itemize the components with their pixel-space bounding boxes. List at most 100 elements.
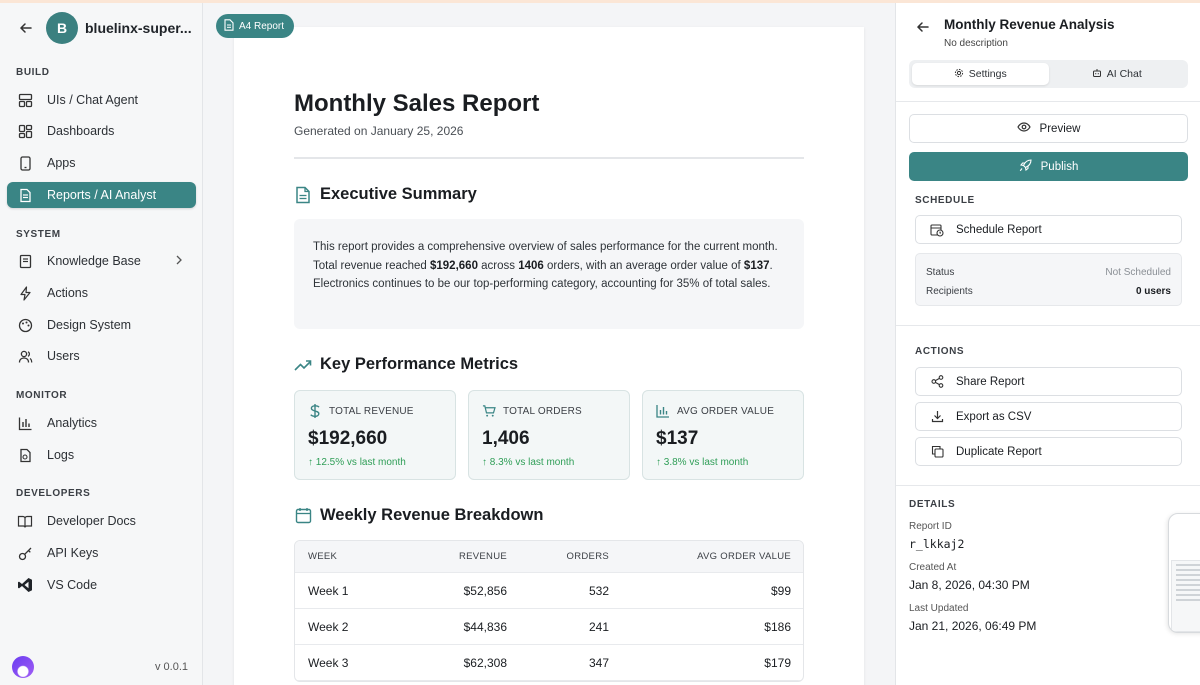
a4-report-badge[interactable]: A4 Report [216,14,295,38]
sidebar-header: B bluelinx-super... [0,3,202,53]
divider [294,157,804,159]
summary-text: . Electronics continues to be our top-pe… [313,259,773,291]
sidebar-item-reports[interactable]: Reports / AI Analyst [7,182,196,208]
sidebar-item-users[interactable]: Users [7,343,196,369]
sidebar-item-actions[interactable]: Actions [7,280,196,306]
cell-aov: $179 [764,655,791,670]
summary-aov: $137 [743,259,770,272]
eye-icon [1016,122,1031,135]
share-report-button[interactable]: Share Report [915,367,1182,396]
bar-chart-icon [17,415,33,431]
publish-button[interactable]: Publish [909,152,1188,181]
sidebar-item-label: VS Code [47,578,98,592]
column-header[interactable]: REVENUE [458,551,507,562]
executive-summary-text: This report provides a comprehensive ove… [294,219,804,329]
last-updated-label: Last Updated [909,603,969,614]
table-row: Week 1 $52,856 532 $99 [295,573,803,609]
sidebar-item-apps[interactable]: Apps [7,150,196,176]
section-title: Executive Summary [320,185,477,203]
back-arrow-icon[interactable] [916,20,932,36]
sidebar-item-label: Apps [47,156,76,170]
chevron-right-icon[interactable] [174,254,184,269]
bot-icon [1092,68,1102,81]
schedule-report-button[interactable]: Schedule Report [915,215,1182,244]
document-icon [224,18,234,34]
report-canvas: Monthly Sales Report Generated on Januar… [203,3,895,685]
schedule-section-title: SCHEDULE [915,195,975,206]
download-icon [930,410,944,424]
sidebar: B bluelinx-super... BUILD UIs / Chat Age… [0,3,203,685]
users-icon [17,348,33,364]
user-avatar[interactable] [12,656,34,678]
weekly-revenue-table: WEEK REVENUE ORDERS AVG ORDER VALUE Week… [294,540,804,682]
log-file-icon [17,447,33,463]
cell-revenue: $62,308 [463,655,507,670]
sidebar-item-design-system[interactable]: Design System [7,312,196,338]
kpi-label: TOTAL REVENUE [329,405,414,417]
sidebar-item-label: Actions [47,286,88,300]
sidebar-item-label: Dashboards [47,124,115,138]
preview-button[interactable]: Preview [909,114,1188,143]
sidebar-item-knowledge-base[interactable]: Knowledge Base [7,248,196,274]
org-avatar[interactable]: B [46,12,78,44]
column-header[interactable]: WEEK [308,551,338,562]
weekly-breakdown-heading: Weekly Revenue Breakdown [294,506,543,525]
section-build: BUILD [16,67,50,78]
version-label: v 0.0.1 [154,661,188,673]
rocket-icon [1019,158,1032,175]
sidebar-item-analytics[interactable]: Analytics [7,410,196,436]
report-settings-panel: Monthly Revenue Analysis No description … [895,3,1200,685]
bar-chart-icon [656,404,670,418]
cell-orders: 532 [588,583,609,598]
table-header-row: WEEK REVENUE ORDERS AVG ORDER VALUE [295,541,803,573]
column-header[interactable]: AVG ORDER VALUE [697,551,791,562]
sidebar-item-vs-code[interactable]: VS Code [7,572,196,598]
sidebar-item-uis[interactable]: UIs / Chat Agent [7,87,196,113]
share-icon [930,375,944,389]
cell-orders: 241 [588,619,609,634]
status-value: Not Scheduled [1105,267,1171,278]
schedule-status-box: Status Not Scheduled Recipients 0 users [915,253,1182,306]
button-label: Preview [1039,122,1081,135]
sidebar-item-developer-docs[interactable]: Developer Docs [7,508,196,534]
sidebar-item-label: Analytics [47,416,98,430]
summary-text: across [477,259,519,272]
panel-description: No description [944,38,1008,49]
column-header[interactable]: ORDERS [566,551,609,562]
duplicate-report-button[interactable]: Duplicate Report [915,437,1182,466]
kpi-change: ↑ 12.5% vs last month [308,457,406,468]
sidebar-item-dashboards[interactable]: Dashboards [7,118,196,144]
tab-label: AI Chat [1106,68,1142,80]
export-csv-button[interactable]: Export as CSV [915,402,1182,431]
open-book-icon [17,513,33,529]
kpi-heading: Key Performance Metrics [294,355,518,374]
floating-preview-thumbnail[interactable] [1168,513,1200,633]
section-title: Key Performance Metrics [320,355,519,373]
divider [896,101,1200,102]
cart-icon [482,404,496,418]
actions-section-title: ACTIONS [915,346,965,357]
tab-settings[interactable]: Settings [912,63,1049,85]
copy-icon [930,445,944,459]
kpi-label: AVG ORDER VALUE [677,405,775,417]
button-label: Publish [1040,160,1079,173]
org-name[interactable]: bluelinx-super... [85,20,192,36]
kpi-card-total-orders: TOTAL ORDERS 1,406 ↑ 8.3% vs last month [468,390,630,480]
cell-week: Week 3 [308,655,349,670]
sidebar-item-label: Reports / AI Analyst [47,188,157,202]
summary-orders: 1406 [518,259,544,272]
table-row: Week 2 $44,836 241 $186 [295,609,803,645]
kpi-value: $137 [656,428,699,449]
back-arrow-icon[interactable] [18,20,34,36]
cell-orders: 347 [588,655,609,670]
executive-summary-heading: Executive Summary [294,185,477,204]
button-label: Duplicate Report [956,445,1042,458]
status-label: Status [926,267,955,278]
sidebar-item-api-keys[interactable]: API Keys [7,540,196,566]
book-icon [17,253,33,269]
calendar-icon [294,507,312,525]
sidebar-item-logs[interactable]: Logs [7,442,196,468]
created-at-label: Created At [909,562,957,573]
tab-ai-chat[interactable]: AI Chat [1049,63,1186,85]
divider [896,325,1200,326]
